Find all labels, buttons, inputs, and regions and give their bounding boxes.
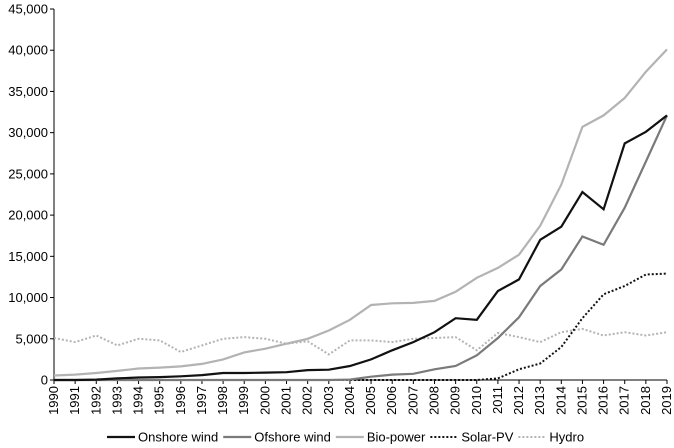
x-tick-label: 2006 <box>384 386 399 415</box>
y-tick-label: 20,000 <box>8 208 48 223</box>
x-tick-label: 2002 <box>300 386 315 415</box>
x-tick-label: 1998 <box>215 386 230 415</box>
y-tick-label: 40,000 <box>8 43 48 58</box>
legend-label-bio-power: Bio-power <box>367 430 426 445</box>
legend-label-onshore-wind: Onshore wind <box>138 430 218 445</box>
x-tick-label: 2013 <box>532 386 547 415</box>
y-tick-label: 45,000 <box>8 2 48 17</box>
legend-label-solar-pv: Solar-PV <box>461 430 513 445</box>
x-tick-label: 2008 <box>426 386 441 415</box>
y-tick-label: 0 <box>41 373 48 388</box>
x-tick-label: 2009 <box>448 386 463 415</box>
series-line-hydro <box>53 327 668 356</box>
x-tick-label: 2017 <box>617 386 632 415</box>
x-tick-label: 2014 <box>553 386 568 415</box>
x-tick-label: 2019 <box>659 386 674 415</box>
x-tick-label: 2005 <box>363 386 378 415</box>
x-tick-label: 2012 <box>511 386 526 415</box>
series-line-onshore-wind <box>54 114 668 382</box>
x-tick-label: 2003 <box>321 386 336 415</box>
y-tick-label: 25,000 <box>8 166 48 181</box>
x-tick-label: 2016 <box>596 386 611 415</box>
x-tick-label: 2004 <box>342 386 357 415</box>
x-tick-label: 1996 <box>173 386 188 415</box>
x-tick-label: 1994 <box>131 386 146 415</box>
x-tick-label: 2001 <box>279 386 294 415</box>
x-tick-label: 1993 <box>109 386 124 415</box>
x-tick-label: 1990 <box>46 386 61 415</box>
x-tick-label: 2010 <box>469 386 484 415</box>
y-tick-label: 15,000 <box>8 249 48 264</box>
x-tick-label: 2000 <box>257 386 272 415</box>
y-tick-label: 5,000 <box>15 331 48 346</box>
series-line-ofshore-wind <box>54 114 669 382</box>
series-line-solar-pv <box>54 272 668 381</box>
x-tick-label: 2015 <box>574 386 589 415</box>
y-tick-label: 30,000 <box>8 125 48 140</box>
x-tick-label: 2011 <box>490 386 505 414</box>
x-tick-label: 1992 <box>88 386 103 415</box>
x-axis: 1990 1991 1992 1993 1994 1995 1996 1997 1998 1999… <box>46 379 674 415</box>
y-axis: 0 5,000 10,000 15,000 20,000 25,000 30,000 35,0… <box>8 2 55 388</box>
y-tick-label: 10,000 <box>8 290 48 305</box>
legend: Onshore wind Ofshore wind Bio-power Solar-P… <box>107 430 584 445</box>
x-tick-label: 1997 <box>194 386 209 415</box>
x-tick-label: 2018 <box>638 386 653 415</box>
series-line-bio-power <box>53 48 668 377</box>
legend-label-hydro: Hydro <box>549 430 584 445</box>
y-tick-label: 35,000 <box>8 84 48 99</box>
plot-area <box>53 48 669 382</box>
legend-label-ofshore-wind: Ofshore wind <box>254 430 331 445</box>
x-tick-label: 2007 <box>405 386 420 415</box>
x-tick-label: 1995 <box>152 386 167 415</box>
x-tick-label: 1999 <box>236 386 251 415</box>
x-tick-label: 1991 <box>67 386 82 415</box>
